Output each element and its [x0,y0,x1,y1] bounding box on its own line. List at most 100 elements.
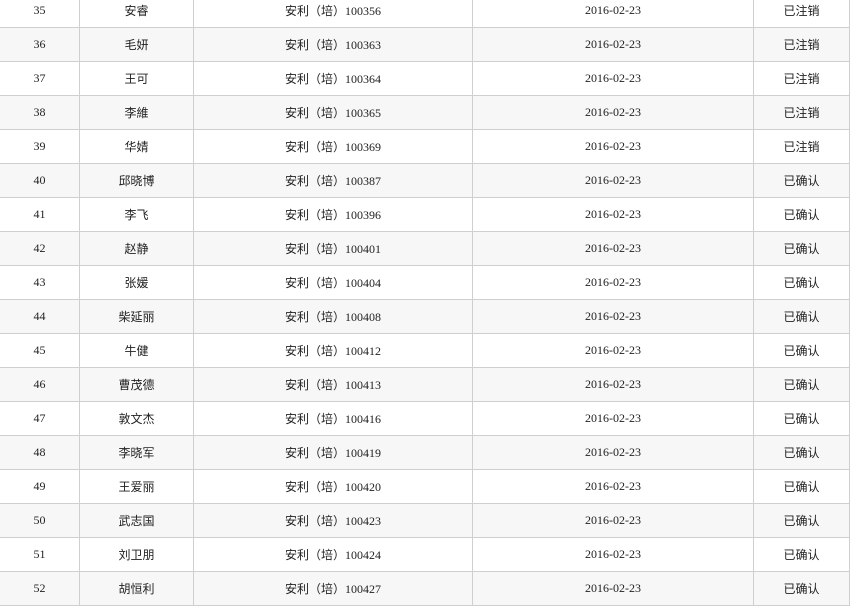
date-cell: 2016-02-23 [472,95,754,130]
table-row: 35 安睿 安利（培）100356 2016-02-23 已注销 [0,0,850,28]
status-cell: 已确认 [753,163,850,198]
table-row: 37 王可 安利（培）100364 2016-02-23 已注销 [0,61,850,96]
name-cell: 李飞 [79,197,194,232]
status-cell: 已确认 [753,367,850,402]
status-cell: 已确认 [753,333,850,368]
code-cell: 安利（培）100416 [193,401,473,436]
table-row: 36 毛妍 安利（培）100363 2016-02-23 已注销 [0,27,850,62]
code-cell: 安利（培）100356 [193,0,473,28]
table-row: 49 王爱丽 安利（培）100420 2016-02-23 已确认 [0,469,850,504]
row-number: 52 [0,571,80,606]
code-cell: 安利（培）100427 [193,571,473,606]
row-number: 50 [0,503,80,538]
date-cell: 2016-02-23 [472,265,754,300]
name-cell: 李維 [79,95,194,130]
row-number: 40 [0,163,80,198]
status-cell: 已注销 [753,27,850,62]
table-row: 51 刘卫朋 安利（培）100424 2016-02-23 已确认 [0,537,850,572]
table-row: 39 华婧 安利（培）100369 2016-02-23 已注销 [0,129,850,164]
date-cell: 2016-02-23 [472,163,754,198]
name-cell: 柴延丽 [79,299,194,334]
table-row: 38 李維 安利（培）100365 2016-02-23 已注销 [0,95,850,130]
code-cell: 安利（培）100401 [193,231,473,266]
date-cell: 2016-02-23 [472,333,754,368]
code-cell: 安利（培）100408 [193,299,473,334]
code-cell: 安利（培）100364 [193,61,473,96]
table-row: 41 李飞 安利（培）100396 2016-02-23 已确认 [0,197,850,232]
date-cell: 2016-02-23 [472,367,754,402]
code-cell: 安利（培）100424 [193,537,473,572]
table-row: 40 邱晓博 安利（培）100387 2016-02-23 已确认 [0,163,850,198]
status-cell: 已注销 [753,129,850,164]
code-cell: 安利（培）100365 [193,95,473,130]
status-cell: 已确认 [753,401,850,436]
date-cell: 2016-02-23 [472,503,754,538]
row-number: 47 [0,401,80,436]
date-cell: 2016-02-23 [472,231,754,266]
code-cell: 安利（培）100419 [193,435,473,470]
table-row: 42 赵静 安利（培）100401 2016-02-23 已确认 [0,231,850,266]
code-cell: 安利（培）100396 [193,197,473,232]
code-cell: 安利（培）100387 [193,163,473,198]
date-cell: 2016-02-23 [472,299,754,334]
table-row: 44 柴延丽 安利（培）100408 2016-02-23 已确认 [0,299,850,334]
row-number: 37 [0,61,80,96]
row-number: 41 [0,197,80,232]
status-cell: 已确认 [753,503,850,538]
name-cell: 敦文杰 [79,401,194,436]
date-cell: 2016-02-23 [472,0,754,28]
name-cell: 邱晓博 [79,163,194,198]
status-cell: 已注销 [753,61,850,96]
row-number: 48 [0,435,80,470]
table-row: 45 牛健 安利（培）100412 2016-02-23 已确认 [0,333,850,368]
row-number: 38 [0,95,80,130]
row-number: 39 [0,129,80,164]
name-cell: 王可 [79,61,194,96]
table-row: 47 敦文杰 安利（培）100416 2016-02-23 已确认 [0,401,850,436]
status-cell: 已确认 [753,537,850,572]
status-cell: 已注销 [753,0,850,28]
status-cell: 已确认 [753,469,850,504]
name-cell: 刘卫朋 [79,537,194,572]
row-number: 44 [0,299,80,334]
code-cell: 安利（培）100420 [193,469,473,504]
status-cell: 已确认 [753,265,850,300]
code-cell: 安利（培）100369 [193,129,473,164]
name-cell: 华婧 [79,129,194,164]
date-cell: 2016-02-23 [472,27,754,62]
status-cell: 已确认 [753,197,850,232]
code-cell: 安利（培）100404 [193,265,473,300]
date-cell: 2016-02-23 [472,61,754,96]
status-cell: 已注销 [753,95,850,130]
name-cell: 胡恒利 [79,571,194,606]
table-row: 43 张媛 安利（培）100404 2016-02-23 已确认 [0,265,850,300]
name-cell: 武志国 [79,503,194,538]
row-number: 35 [0,0,80,28]
name-cell: 安睿 [79,0,194,28]
table-row: 50 武志国 安利（培）100423 2016-02-23 已确认 [0,503,850,538]
name-cell: 李晓军 [79,435,194,470]
row-number: 51 [0,537,80,572]
name-cell: 张媛 [79,265,194,300]
code-cell: 安利（培）100423 [193,503,473,538]
table-row: 46 曹茂德 安利（培）100413 2016-02-23 已确认 [0,367,850,402]
code-cell: 安利（培）100413 [193,367,473,402]
status-cell: 已确认 [753,571,850,606]
row-number: 45 [0,333,80,368]
status-cell: 已确认 [753,435,850,470]
code-cell: 安利（培）100363 [193,27,473,62]
name-cell: 曹茂德 [79,367,194,402]
date-cell: 2016-02-23 [472,537,754,572]
date-cell: 2016-02-23 [472,401,754,436]
date-cell: 2016-02-23 [472,435,754,470]
table-row: 48 李晓军 安利（培）100419 2016-02-23 已确认 [0,435,850,470]
table-row: 52 胡恒利 安利（培）100427 2016-02-23 已确认 [0,571,850,606]
row-number: 36 [0,27,80,62]
code-cell: 安利（培）100412 [193,333,473,368]
date-cell: 2016-02-23 [472,129,754,164]
row-number: 42 [0,231,80,266]
name-cell: 王爱丽 [79,469,194,504]
date-cell: 2016-02-23 [472,469,754,504]
